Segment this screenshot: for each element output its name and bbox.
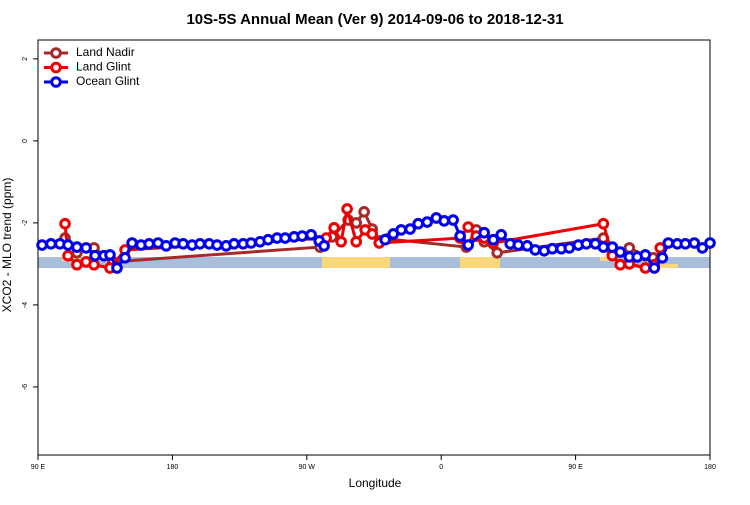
y-tick-label: -4 (22, 302, 29, 308)
data-point (71, 258, 83, 271)
data-point (639, 249, 652, 261)
y-tick-label: -6 (22, 384, 29, 390)
data-point (679, 238, 692, 250)
data-point (546, 242, 559, 255)
data-point (296, 230, 308, 242)
data-point (421, 216, 433, 228)
legend-marker (50, 61, 62, 74)
y-tick-label: 0 (22, 139, 29, 143)
data-point (358, 206, 370, 218)
data-point (662, 237, 675, 249)
data-point (45, 238, 57, 250)
data-point (563, 242, 576, 254)
data-point (89, 249, 101, 262)
data-point (111, 262, 123, 274)
data-point (366, 228, 379, 240)
x-tick-label: 90 E (568, 464, 583, 471)
data-point (262, 233, 274, 246)
data-point (143, 238, 155, 250)
chart-title: 10S-5S Annual Mean (Ver 9) 2014-09-06 to… (186, 11, 563, 28)
land-strip (460, 257, 500, 268)
data-point (341, 203, 353, 215)
data-point (462, 239, 475, 251)
data-point (487, 233, 500, 246)
data-point (328, 222, 340, 234)
series (36, 212, 716, 274)
y-axis-label: XCO2 - MLO trend (ppm) (0, 178, 14, 313)
data-point (597, 217, 610, 230)
data-point (597, 241, 610, 253)
x-tick-label: 90 W (299, 464, 316, 471)
data-point (656, 251, 669, 264)
x-tick-label: 90 E (31, 464, 46, 471)
y-tick-label: 2 (22, 57, 29, 61)
data-point (614, 246, 627, 258)
data-point (491, 247, 504, 259)
data-point (126, 237, 138, 249)
data-point (211, 239, 223, 251)
data-point (335, 235, 347, 248)
data-point (412, 217, 425, 230)
data-point (88, 258, 100, 271)
data-point (279, 232, 291, 244)
data-point (462, 221, 475, 233)
data-point (404, 223, 416, 235)
data-point (62, 239, 74, 251)
data-point (80, 242, 92, 254)
data-point (478, 226, 491, 239)
data-point (495, 228, 508, 241)
data-point (318, 240, 330, 252)
data-point (623, 242, 636, 254)
legend-label: Ocean Glint (76, 74, 140, 88)
data-point (177, 238, 189, 250)
data-point (71, 241, 83, 253)
data-point (688, 237, 701, 249)
data-point (228, 238, 240, 250)
data-point (614, 258, 627, 271)
data-point (305, 228, 317, 241)
land-strip (660, 264, 678, 268)
data-point (62, 249, 74, 262)
x-tick-label: 180 (167, 464, 179, 471)
x-tick-label: 0 (439, 464, 443, 471)
data-point (438, 215, 450, 227)
legend-marker (50, 47, 62, 59)
data-point (648, 262, 661, 274)
data-point (379, 233, 392, 246)
data-point (512, 239, 525, 251)
data-point (447, 214, 459, 226)
data-point (580, 238, 593, 250)
legend-label: Land Nadir (76, 45, 135, 59)
data-point (395, 224, 407, 236)
legend-marker (50, 76, 62, 88)
data-point (59, 217, 71, 230)
x-tick-label: 180 (704, 464, 716, 471)
data-point (194, 238, 206, 250)
data-point (245, 237, 257, 249)
data-point (606, 241, 619, 253)
land-strip (600, 257, 610, 261)
data-point (704, 237, 716, 249)
x-axis-label: Longitude (349, 476, 402, 490)
legend-label: Land Glint (76, 60, 131, 74)
data-point (654, 242, 667, 254)
data-point (454, 230, 466, 242)
data-point (529, 244, 542, 256)
data-point (350, 235, 363, 248)
data-point (119, 251, 131, 264)
y-tick-label: -2 (22, 220, 29, 226)
data-point (696, 242, 709, 254)
data-point (639, 262, 652, 274)
data-point (36, 239, 48, 251)
data-point (160, 240, 172, 252)
land-strip (322, 257, 390, 268)
data-point (104, 249, 116, 261)
